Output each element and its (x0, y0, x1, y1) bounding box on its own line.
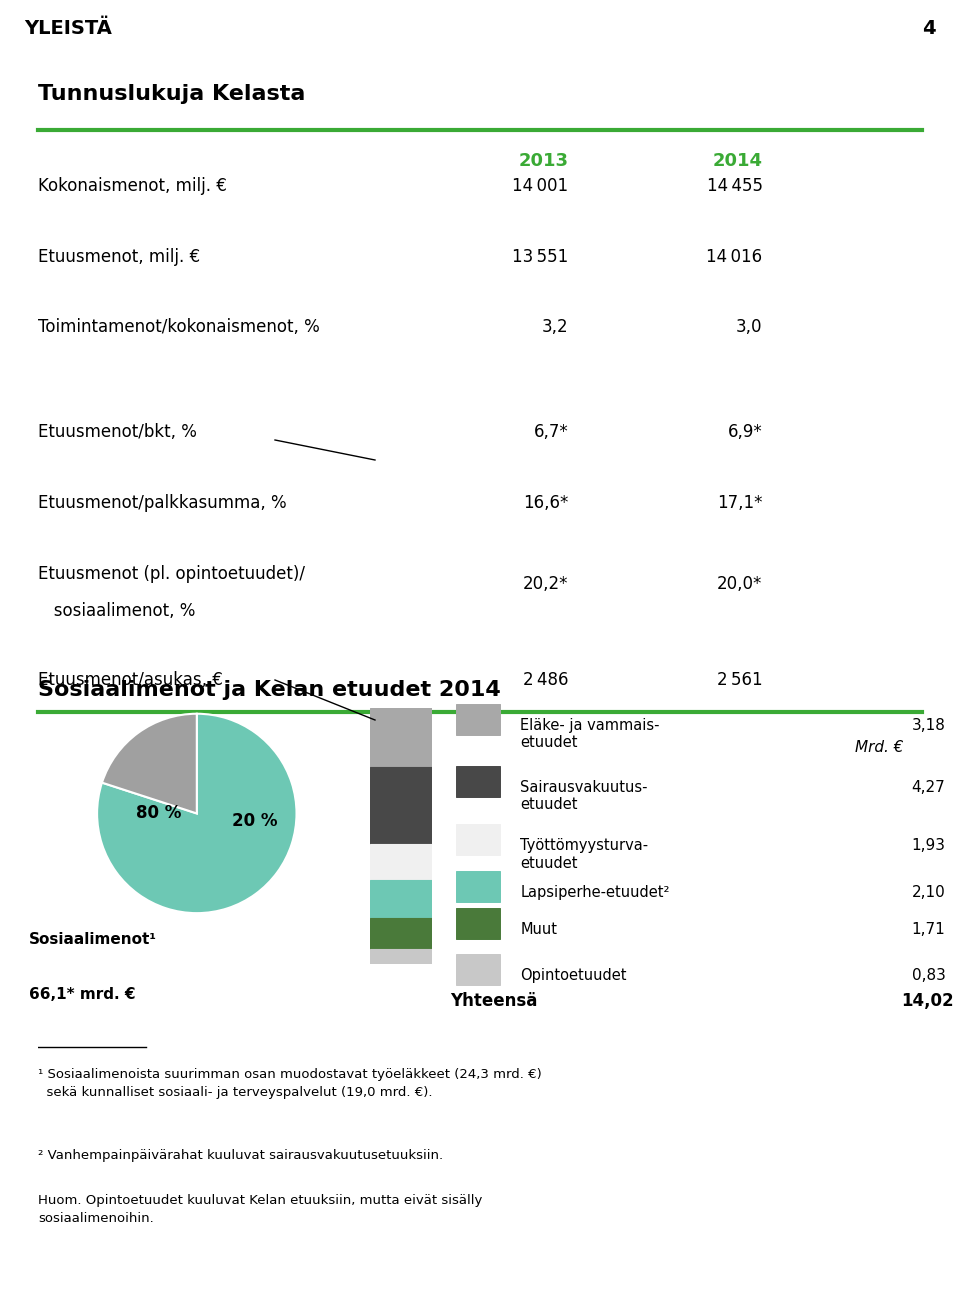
Text: 2 561: 2 561 (717, 672, 762, 689)
Wedge shape (102, 714, 197, 813)
Text: 2,10: 2,10 (912, 884, 946, 900)
Text: 14,02: 14,02 (901, 992, 954, 1010)
Text: 2014: 2014 (712, 152, 762, 171)
Text: 17,1*: 17,1* (717, 495, 762, 512)
Text: 4,27: 4,27 (912, 779, 946, 795)
Text: 13 551: 13 551 (512, 248, 568, 265)
Bar (370, 708, 432, 766)
Text: sosiaalimenot, %: sosiaalimenot, % (38, 602, 196, 621)
Wedge shape (97, 714, 297, 913)
Bar (370, 949, 432, 964)
Text: 3,2: 3,2 (541, 319, 568, 336)
Bar (456, 954, 500, 985)
Bar (370, 845, 432, 879)
Text: Työttömyysturva-
etuudet: Työttömyysturva- etuudet (520, 838, 648, 871)
Text: YLEISTÄ: YLEISTÄ (24, 20, 112, 38)
Text: Tunnuslukuja Kelasta: Tunnuslukuja Kelasta (38, 84, 306, 104)
Text: 16,6*: 16,6* (523, 495, 568, 512)
Text: Huom. Opintoetuudet kuuluvat Kelan etuuksiin, mutta eivät sisälly
sosiaalimenoih: Huom. Opintoetuudet kuuluvat Kelan etuuk… (38, 1194, 483, 1225)
Bar (370, 766, 432, 845)
Bar (370, 918, 432, 949)
Text: 4: 4 (923, 20, 936, 38)
Text: 20 %: 20 % (232, 812, 277, 830)
Text: 3,0: 3,0 (736, 319, 762, 336)
Text: ² Vanhempainpäivärahat kuuluvat sairausvakuutusetuuksiin.: ² Vanhempainpäivärahat kuuluvat sairausv… (38, 1149, 444, 1162)
Text: 3,18: 3,18 (912, 718, 946, 733)
Text: Toimintamenot/kokonaismenot, %: Toimintamenot/kokonaismenot, % (38, 319, 320, 336)
Text: Sosiaalimenot ja Kelan etuudet 2014: Sosiaalimenot ja Kelan etuudet 2014 (38, 680, 501, 699)
Text: Sairausvakuutus-
etuudet: Sairausvakuutus- etuudet (520, 779, 648, 812)
Text: Sosiaalimenot¹: Sosiaalimenot¹ (29, 932, 156, 946)
Text: 0,83: 0,83 (912, 968, 946, 983)
Bar (456, 705, 500, 735)
Text: Mrd. €: Mrd. € (855, 740, 904, 754)
Text: Muut: Muut (520, 921, 557, 937)
Text: 14 455: 14 455 (707, 177, 762, 194)
Text: 20,2*: 20,2* (523, 575, 568, 593)
Text: 2 486: 2 486 (523, 672, 568, 689)
Text: 2013: 2013 (518, 152, 568, 171)
Text: 6,9*: 6,9* (728, 424, 762, 441)
Bar (456, 824, 500, 855)
Text: Etuusmenot (pl. opintoetuudet)/: Etuusmenot (pl. opintoetuudet)/ (38, 565, 305, 583)
Text: 1,71: 1,71 (912, 921, 946, 937)
Text: Etuusmenot/asukas, €: Etuusmenot/asukas, € (38, 672, 224, 689)
Text: Etuusmenot, milj. €: Etuusmenot, milj. € (38, 248, 201, 265)
Text: Opintoetuudet: Opintoetuudet (520, 968, 627, 983)
Bar (456, 908, 500, 938)
Text: 6,7*: 6,7* (534, 424, 568, 441)
Bar (370, 879, 432, 918)
Text: 1,93: 1,93 (911, 838, 946, 853)
Bar (456, 766, 500, 796)
Text: 80 %: 80 % (136, 804, 181, 823)
Text: Kokonaismenot, milj. €: Kokonaismenot, milj. € (38, 177, 228, 194)
Text: 14 001: 14 001 (513, 177, 568, 194)
Text: 66,1* mrd. €: 66,1* mrd. € (29, 987, 135, 1002)
Text: Etuusmenot/bkt, %: Etuusmenot/bkt, % (38, 424, 197, 441)
Text: Yhteensä: Yhteensä (450, 992, 538, 1010)
Text: Lapsiperhe-etuudet²: Lapsiperhe-etuudet² (520, 884, 670, 900)
Text: 14 016: 14 016 (707, 248, 762, 265)
Bar (456, 871, 500, 901)
Text: Eläke- ja vammais-
etuudet: Eläke- ja vammais- etuudet (520, 718, 660, 750)
Text: ¹ Sosiaalimenoista suurimman osan muodostavat työeläkkeet (24,3 mrd. €)
  sekä k: ¹ Sosiaalimenoista suurimman osan muodos… (38, 1068, 542, 1099)
Text: 20,0*: 20,0* (717, 575, 762, 593)
Text: Etuusmenot/palkkasumma, %: Etuusmenot/palkkasumma, % (38, 495, 287, 512)
